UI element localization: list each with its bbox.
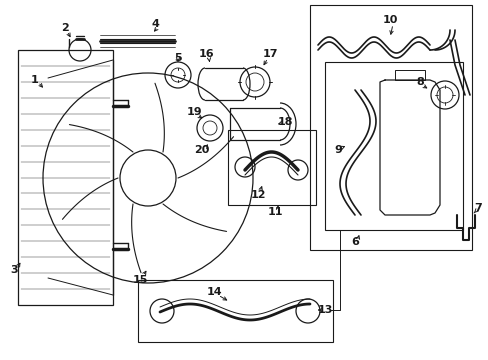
Text: 11: 11 [267,207,282,217]
Text: 6: 6 [350,237,358,247]
Text: 17: 17 [262,49,277,59]
Text: 7: 7 [473,203,481,213]
Text: 5: 5 [174,53,182,63]
Bar [309,5,471,250]
Text: 4: 4 [151,19,159,29]
Text: 2: 2 [61,23,69,33]
Text: 20: 20 [194,145,209,155]
Text: 8: 8 [415,77,423,87]
Text: 12: 12 [250,190,265,200]
Text: 13: 13 [317,305,332,315]
Text: 3: 3 [10,265,18,275]
Text: 1: 1 [31,75,39,85]
Text: 10: 10 [382,15,397,25]
Bar [394,70,424,80]
Text: 15: 15 [132,275,147,285]
Text: 18: 18 [277,117,292,127]
Bar [138,280,332,342]
Text: 14: 14 [207,287,223,297]
Text: 9: 9 [333,145,341,155]
Text: 16: 16 [199,49,214,59]
Bar [18,50,113,305]
Bar [325,62,462,230]
Bar [227,130,315,205]
Text: 19: 19 [187,107,203,117]
